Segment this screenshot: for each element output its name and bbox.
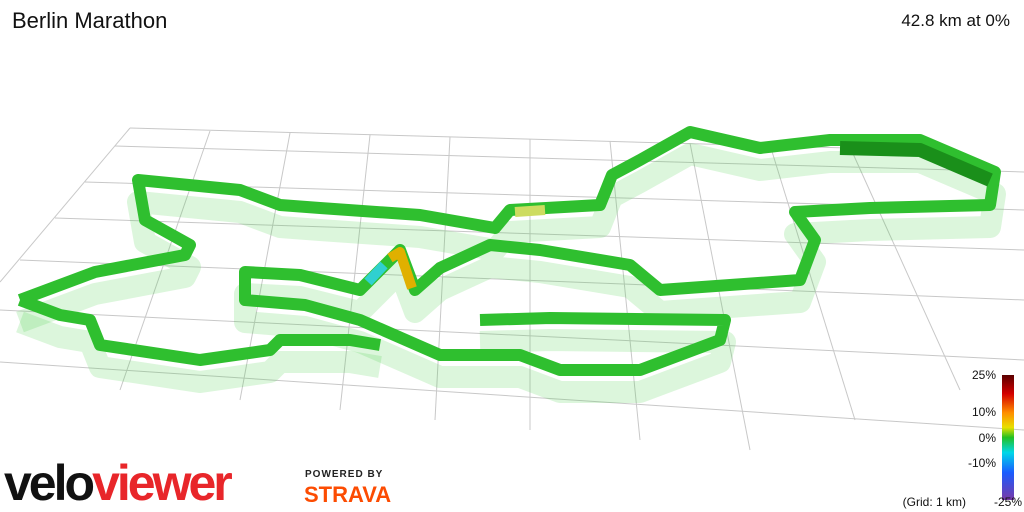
veloviewer-logo: veloviewer <box>4 455 232 511</box>
scale-label: 0% <box>979 431 997 445</box>
scale-label: -10% <box>968 456 996 470</box>
route-shadow <box>16 143 1006 403</box>
route <box>17 126 1001 376</box>
ground-grid <box>0 127 1024 451</box>
grid-note: (Grid: 1 km) <box>903 495 966 509</box>
title: Berlin Marathon <box>12 8 167 33</box>
scale-label: 25% <box>972 368 996 382</box>
logo-velo: velo <box>4 455 94 511</box>
strava-logo: STRAVA <box>304 482 391 507</box>
summary: 42.8 km at 0% <box>901 11 1010 30</box>
gradient-scale <box>1002 375 1014 500</box>
scale-label: -25% <box>994 495 1022 509</box>
logo-viewer: viewer <box>92 455 232 511</box>
powered-by: POWERED BY <box>305 469 383 480</box>
scale-labels: 25% 10% 0% -10% -25% (Grid: 1 km) <box>903 368 1023 509</box>
scale-label: 10% <box>972 405 996 419</box>
